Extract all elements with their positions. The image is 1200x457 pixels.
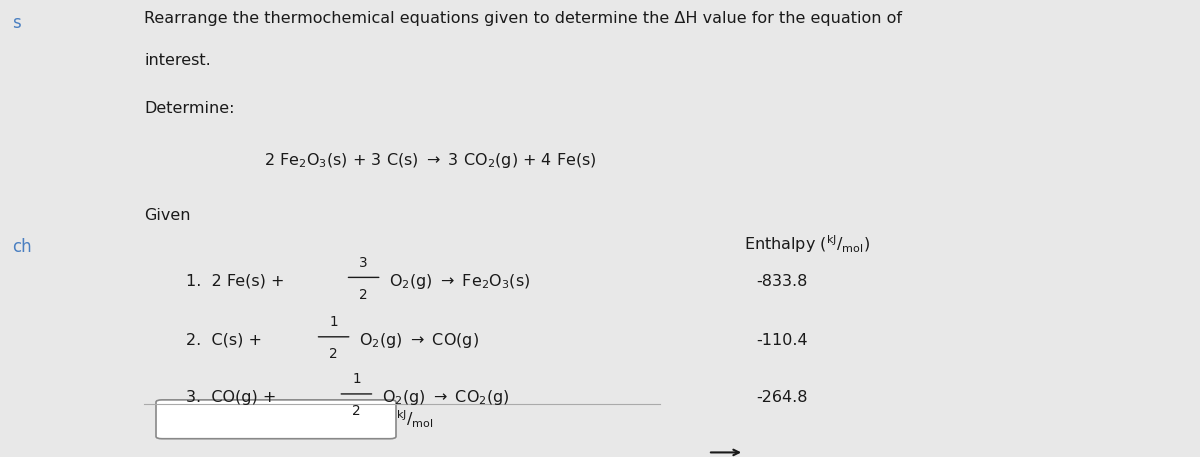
Text: ch: ch: [12, 238, 31, 255]
Text: -264.8: -264.8: [756, 390, 808, 405]
Text: O$_2$(g) $\rightarrow$ Fe$_2$O$_3$(s): O$_2$(g) $\rightarrow$ Fe$_2$O$_3$(s): [384, 271, 530, 291]
Text: s: s: [12, 14, 20, 32]
Text: -110.4: -110.4: [756, 333, 808, 348]
Text: O$_2$(g) $\rightarrow$ CO$_2$(g): O$_2$(g) $\rightarrow$ CO$_2$(g): [377, 388, 510, 407]
Text: Enthalpy $\mathregular{(^{kJ}/_{mol})}$: Enthalpy $\mathregular{(^{kJ}/_{mol})}$: [744, 233, 870, 255]
Text: 2: 2: [352, 404, 361, 419]
Text: Determine:: Determine:: [144, 101, 234, 116]
Text: $\mathregular{^{kJ}/_{mol}}$: $\mathregular{^{kJ}/_{mol}}$: [396, 409, 433, 430]
Text: Given: Given: [144, 208, 191, 223]
Text: 2: 2: [359, 288, 368, 302]
FancyBboxPatch shape: [156, 400, 396, 439]
Text: interest.: interest.: [144, 53, 211, 68]
Text: Rearrange the thermochemical equations given to determine the ΔH value for the e: Rearrange the thermochemical equations g…: [144, 11, 902, 27]
Text: 2 Fe$_2$O$_3$(s) + 3 C(s) $\rightarrow$ 3 CO$_2$(g) + 4 Fe(s): 2 Fe$_2$O$_3$(s) + 3 C(s) $\rightarrow$ …: [264, 151, 596, 170]
Text: 1: 1: [352, 372, 361, 386]
Text: 2.  C(s) +: 2. C(s) +: [186, 333, 268, 348]
Text: 1.  2 Fe(s) +: 1. 2 Fe(s) +: [186, 274, 289, 288]
Text: 1: 1: [329, 315, 338, 329]
Text: 3.  CO(g) +: 3. CO(g) +: [186, 390, 282, 405]
Text: O$_2$(g) $\rightarrow$ CO(g): O$_2$(g) $\rightarrow$ CO(g): [354, 331, 479, 350]
Text: 2: 2: [329, 347, 338, 361]
Text: -833.8: -833.8: [756, 274, 808, 288]
Text: 3: 3: [359, 255, 368, 270]
